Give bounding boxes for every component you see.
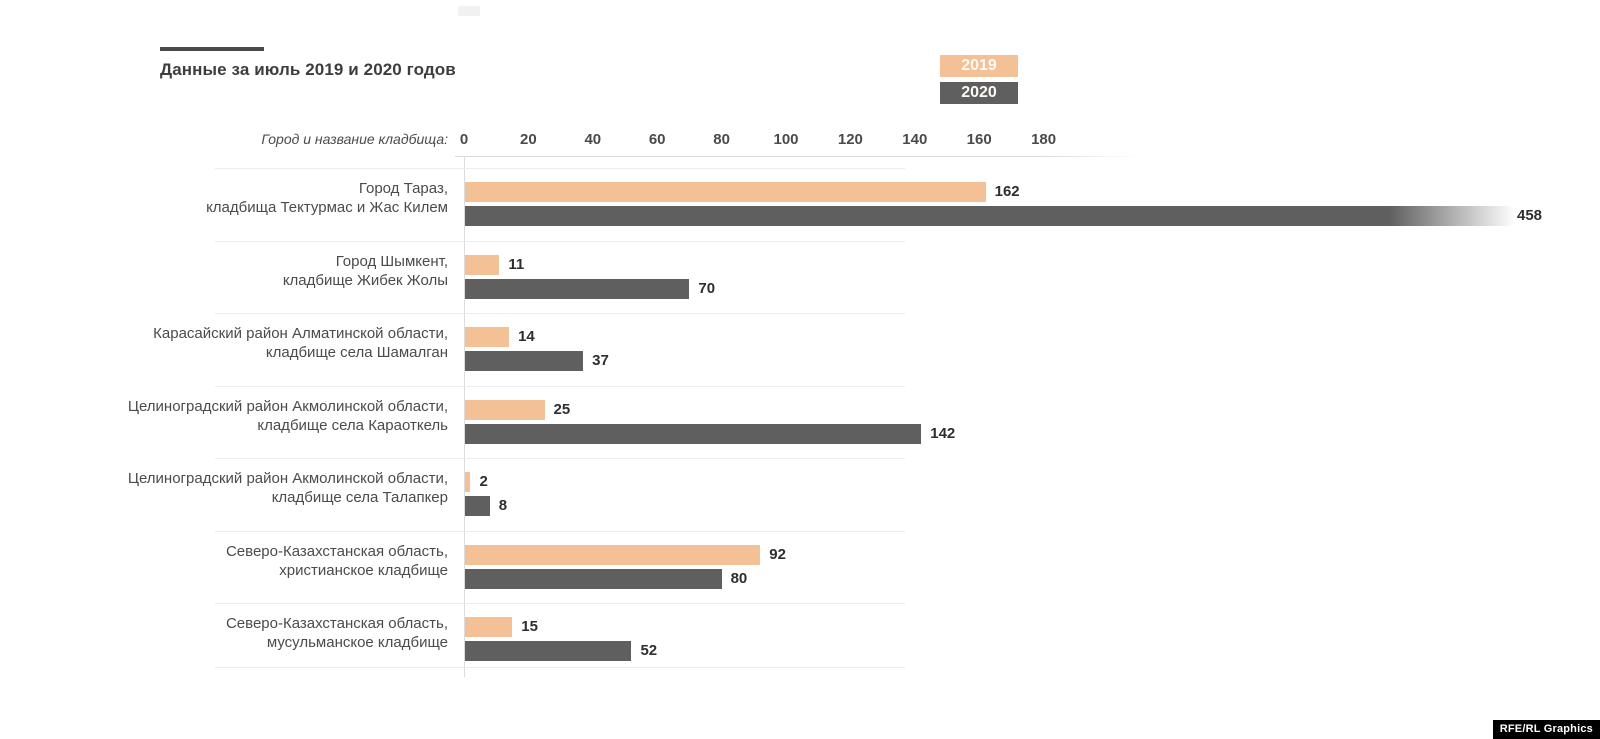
category-label-line1: Северо-Казахстанская область, bbox=[225, 615, 448, 632]
bar-2020 bbox=[465, 278, 690, 299]
artifact-smudge bbox=[458, 6, 480, 16]
bar-2019 bbox=[465, 327, 510, 347]
bar-2019 bbox=[465, 544, 761, 565]
value-label-2020: 142 bbox=[930, 424, 956, 442]
x-tick-label: 160 bbox=[966, 131, 992, 148]
category-label-line1: Город Шымкент, bbox=[335, 252, 448, 270]
source-badge: RFE/RL Graphics bbox=[1492, 720, 1600, 739]
row-separator bbox=[215, 603, 905, 604]
row-separator bbox=[215, 530, 905, 532]
legend-item-2019: 2019 bbox=[940, 55, 1018, 77]
category-label-line2: христианское кладбище bbox=[279, 561, 448, 579]
legend: 2019 2020 bbox=[940, 55, 1018, 109]
x-tick-label: 80 bbox=[713, 131, 730, 148]
x-tick-label: 140 bbox=[902, 131, 928, 148]
value-label-2019: 2 bbox=[479, 473, 488, 490]
bar-2019 bbox=[465, 182, 986, 202]
category-label-line1: Целиноградский район Акмолинской области… bbox=[127, 470, 448, 487]
value-label-2019: 92 bbox=[769, 545, 786, 563]
value-label-2020: 52 bbox=[640, 642, 658, 659]
value-label-2020: 70 bbox=[698, 279, 716, 297]
title-rule bbox=[160, 47, 264, 51]
row-separator bbox=[215, 385, 905, 387]
x-tick-label: 180 bbox=[1031, 131, 1057, 148]
x-tick-label: 40 bbox=[584, 131, 602, 148]
x-tick-label: 0 bbox=[459, 131, 469, 148]
bar-2019 bbox=[465, 472, 471, 492]
bar-2019 bbox=[465, 254, 500, 275]
category-label-line2: кладбища Тектурмас и Жас Килем bbox=[206, 199, 448, 216]
category-label: Целиноградский район Акмолинской области… bbox=[128, 469, 448, 507]
category-label: Город Шымкент, кладбище Жибек Жолы bbox=[283, 252, 448, 290]
row-separator bbox=[215, 458, 905, 459]
bar-2020 bbox=[465, 568, 722, 589]
y-axis-title: Город и название кладбища: bbox=[261, 131, 448, 147]
category-label-line2: кладбище села Караоткель bbox=[257, 416, 448, 434]
row-separator bbox=[215, 168, 905, 169]
value-label-2020: 8 bbox=[498, 497, 508, 514]
category-label: Город Тараз, кладбища Тектурмас и Жас Кил… bbox=[206, 179, 448, 217]
bar-2020 bbox=[465, 423, 922, 444]
bar-2020 bbox=[465, 496, 490, 516]
value-label-2019: 14 bbox=[518, 328, 535, 345]
x-tick-label: 60 bbox=[648, 131, 666, 148]
row-separator-bottom bbox=[215, 666, 905, 668]
bar-2020 bbox=[465, 641, 632, 661]
x-tick-label: 100 bbox=[773, 131, 799, 148]
value-label-2020: 80 bbox=[730, 569, 748, 587]
category-label-line1: Северо-Казахстанская область, bbox=[225, 542, 448, 560]
legend-item-2020: 2020 bbox=[940, 82, 1018, 104]
category-label: Северо-Казахстанская область, мусульманск… bbox=[226, 614, 448, 652]
bar-2020 bbox=[465, 351, 584, 371]
chart-title: Данные за июль 2019 и 2020 годов bbox=[160, 60, 456, 79]
category-label: Целиноградский район Акмолинской области… bbox=[128, 397, 448, 435]
category-label-line2: мусульманское кладбище bbox=[266, 634, 448, 651]
value-label-2019: 11 bbox=[508, 255, 525, 273]
category-label-line2: кладбище Жибек Жолы bbox=[282, 271, 448, 289]
value-label-2019: 25 bbox=[553, 400, 571, 418]
category-label-line1: Целиноградский район Акмолинской области… bbox=[127, 397, 448, 415]
bar-2019 bbox=[465, 399, 545, 420]
category-label: Карасайский район Алматинской области, кл… bbox=[153, 324, 448, 362]
value-label-2019: 15 bbox=[521, 618, 538, 635]
bar-2019 bbox=[465, 617, 513, 637]
value-label-2020: 458 bbox=[1517, 207, 1543, 224]
category-label-line2: кладбище села Шамалган bbox=[265, 344, 448, 361]
category-label-line1: Карасайский район Алматинской области, bbox=[153, 325, 448, 342]
zero-baseline bbox=[464, 157, 465, 677]
row-separator bbox=[215, 240, 905, 242]
category-label: Северо-Казахстанская область, христианско… bbox=[226, 542, 448, 580]
bar-2020 bbox=[465, 206, 1515, 226]
row-separator bbox=[215, 313, 905, 314]
x-axis-line bbox=[455, 156, 1140, 157]
value-label-2019: 162 bbox=[994, 183, 1020, 200]
category-label-line2: кладбище села Талапкер bbox=[271, 489, 448, 506]
value-label-2020: 37 bbox=[592, 352, 609, 369]
x-tick-label: 20 bbox=[520, 131, 537, 148]
category-label-line1: Город Тараз, bbox=[358, 180, 448, 197]
x-tick-label: 120 bbox=[837, 131, 863, 148]
